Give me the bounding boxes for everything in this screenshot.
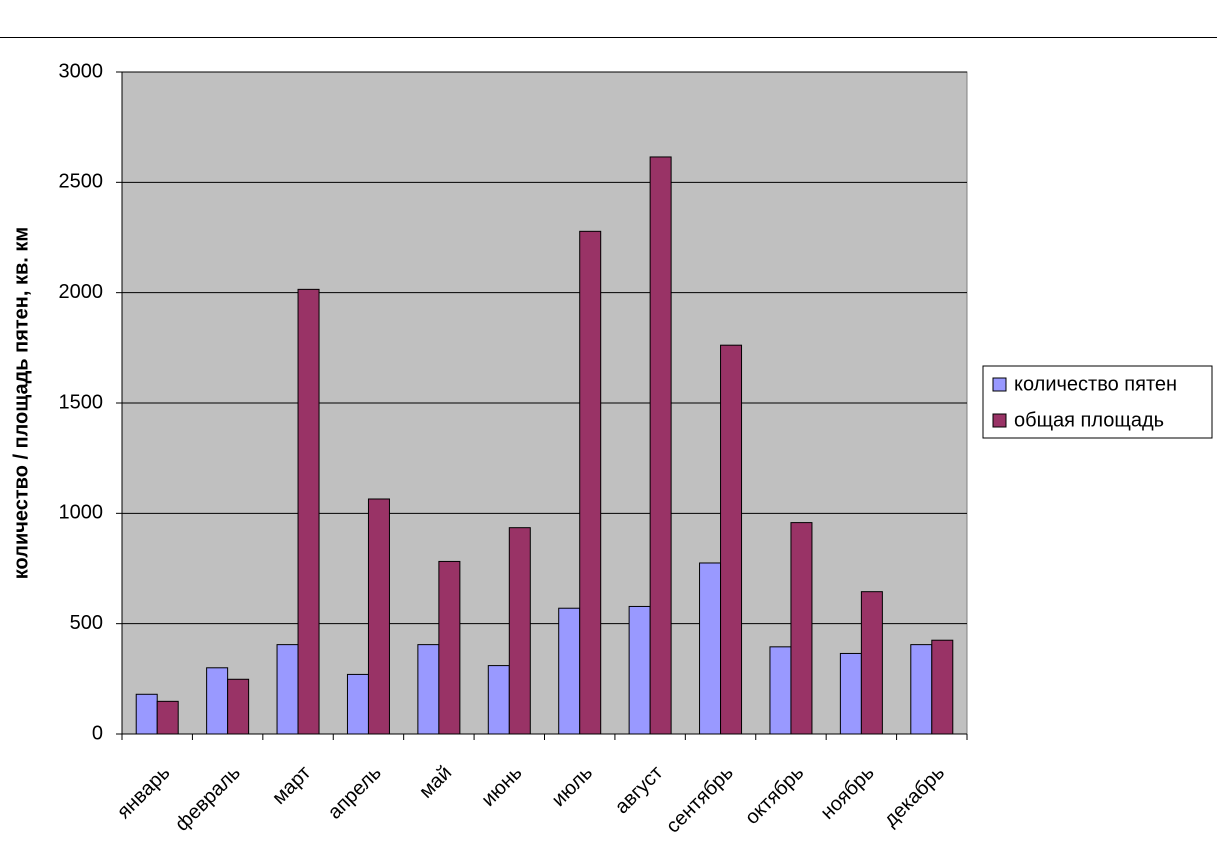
bar <box>135 693 158 735</box>
bar <box>860 591 883 735</box>
x-tick-label: март <box>268 762 315 809</box>
x-tick-label: январь <box>113 762 174 823</box>
x-tick-label: июнь <box>477 762 526 811</box>
x-tick-label: ноябрь <box>816 762 878 824</box>
legend-label: общая площадь <box>1014 409 1164 431</box>
legend-swatch <box>992 413 1007 428</box>
bar <box>628 605 651 735</box>
bar <box>297 288 320 735</box>
y-tick-label: 2000 <box>59 281 104 303</box>
y-tick-label: 1000 <box>59 502 104 524</box>
y-tick-label: 0 <box>92 722 103 744</box>
bar <box>508 527 531 735</box>
bar <box>367 498 390 735</box>
bar <box>346 673 369 735</box>
y-tick-label: 1500 <box>59 391 104 413</box>
x-tick-label: май <box>415 762 456 803</box>
bar <box>227 678 250 735</box>
x-tick-label: октябрь <box>741 762 808 829</box>
bar <box>276 644 299 735</box>
x-tick-label: апрель <box>324 762 386 824</box>
bar <box>579 230 602 735</box>
y-axis-title: количество / площадь пятен, кв. км <box>10 227 32 579</box>
bar <box>769 646 792 735</box>
x-tick-label: август <box>611 762 668 819</box>
bar <box>649 156 672 735</box>
y-tick-label: 2500 <box>59 171 104 193</box>
x-tick-label: декабрь <box>880 762 949 831</box>
bar <box>206 667 229 735</box>
bar <box>156 700 179 735</box>
y-tick-label: 3000 <box>59 60 104 82</box>
bar <box>558 607 581 735</box>
bar <box>487 665 510 735</box>
legend-swatch <box>992 377 1007 392</box>
bar <box>720 344 743 735</box>
x-tick-label: июль <box>548 762 597 811</box>
y-tick-label: 500 <box>70 612 103 634</box>
bar <box>438 560 461 735</box>
bar <box>931 639 954 735</box>
legend-label: количество пятен <box>1014 373 1177 395</box>
bar <box>699 562 722 735</box>
bar <box>790 522 813 735</box>
bar <box>417 644 440 735</box>
bar <box>839 652 862 735</box>
legend <box>982 365 1213 439</box>
bar <box>910 644 933 735</box>
x-tick-label: сентябрь <box>662 762 738 838</box>
x-tick-label: февраль <box>171 762 245 836</box>
